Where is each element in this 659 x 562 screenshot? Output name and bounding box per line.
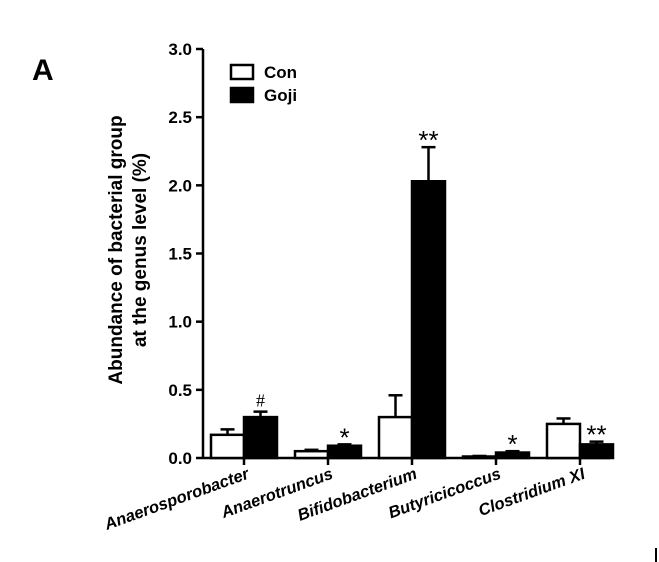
significance-marker: ** — [418, 125, 438, 155]
significance-marker: * — [507, 429, 517, 459]
bar-con — [377, 415, 414, 460]
y-tick-label: 1.5 — [168, 245, 192, 264]
y-tick-label: 3.0 — [168, 40, 192, 59]
bar-con — [209, 433, 246, 460]
legend: Con Goji — [229, 63, 297, 105]
legend-swatch-con — [229, 63, 255, 81]
category-labels: AnaerosporobacterAnaerotruncusBifidobact… — [101, 464, 588, 534]
category-label: Anaerosporobacter — [101, 464, 253, 534]
significance-markers: #**** ** — [256, 125, 607, 459]
bar-goji — [410, 179, 447, 460]
significance-marker: # — [256, 391, 265, 411]
bar-con — [293, 449, 330, 460]
edge-mark — [655, 548, 657, 562]
bars — [209, 179, 615, 460]
y-axis-label-line-1: Abundance of bacterial group — [106, 115, 127, 384]
y-axis-label: Abundance of bacterial group at the genu… — [106, 115, 151, 384]
panel-label: A — [32, 54, 54, 87]
y-tick-label: 2.0 — [168, 176, 192, 195]
error-bars — [220, 145, 604, 458]
y-tick-label: 1.0 — [168, 313, 192, 332]
bar-con — [545, 422, 582, 460]
legend-swatch-goji — [229, 86, 255, 104]
y-tick-label: 0.5 — [168, 381, 192, 400]
significance-marker: ** — [586, 420, 606, 450]
y-tick-label: 0.0 — [168, 449, 192, 468]
y-tick-label: 2.5 — [168, 108, 192, 127]
legend-label-con: Con — [264, 63, 297, 82]
significance-marker: * — [339, 422, 349, 452]
bar-goji — [242, 415, 279, 460]
y-axis-label-line-2: at the genus level (%) — [130, 153, 151, 347]
legend-label-goji: Goji — [264, 86, 297, 105]
y-axis: 0.0 0.5 1.0 1.5 2.0 2.5 3.0 — [168, 40, 205, 468]
